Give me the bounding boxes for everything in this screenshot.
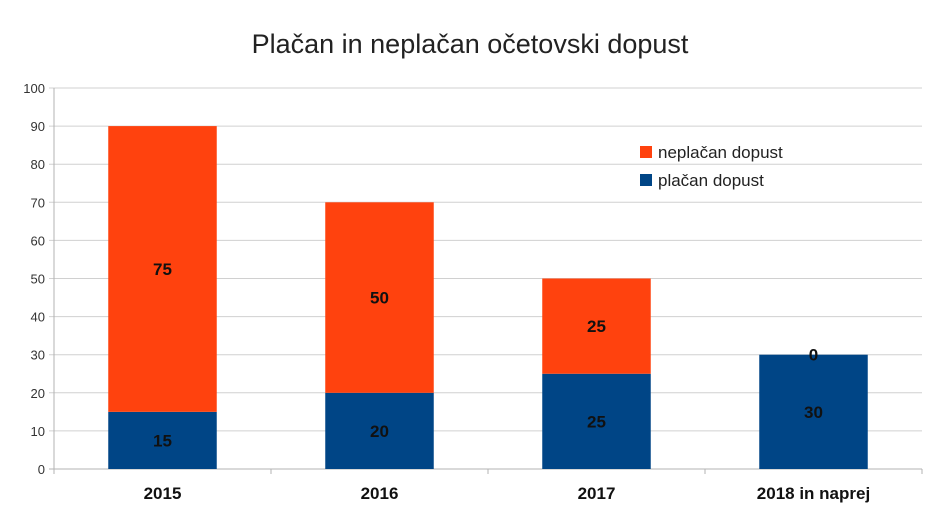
y-tick-label: 100 — [23, 81, 45, 96]
data-label: 75 — [153, 260, 172, 279]
data-label: 15 — [153, 431, 172, 450]
y-tick-label: 70 — [31, 195, 45, 210]
data-label: 50 — [370, 289, 389, 308]
x-tick-label: 2015 — [144, 484, 182, 503]
y-tick-label: 40 — [31, 310, 45, 325]
y-tick-label: 50 — [31, 272, 45, 287]
legend-label: plačan dopust — [658, 171, 764, 190]
y-tick-label: 60 — [31, 233, 45, 248]
bar-segment — [108, 411, 217, 469]
legend-swatch — [640, 146, 652, 158]
x-tick-label: 2017 — [578, 484, 616, 503]
bar-segment — [759, 354, 868, 469]
legend: neplačan dopust plačan dopust — [640, 143, 783, 190]
bar-segment — [108, 126, 217, 412]
data-label: 25 — [587, 317, 606, 336]
y-tick-label: 10 — [31, 424, 45, 439]
y-tick-label: 0 — [38, 462, 45, 477]
y-tick-label: 30 — [31, 348, 45, 363]
y-tick-label: 80 — [31, 157, 45, 172]
y-tick-label: 90 — [31, 119, 45, 134]
bar-segment — [325, 392, 434, 469]
legend-label: neplačan dopust — [658, 143, 783, 162]
bar-segment — [542, 278, 651, 374]
bars: 15 75 2015 20 50 2016 25 25 2017 30 0 2018 in napre… — [108, 126, 923, 503]
bar-segment — [542, 373, 651, 469]
data-label: 30 — [804, 403, 823, 422]
x-tick-label: 2018 in naprej — [757, 484, 870, 503]
bar-segment — [325, 202, 434, 393]
x-tick-label: 2016 — [361, 484, 399, 503]
y-tick-label: 20 — [31, 386, 45, 401]
legend-swatch — [640, 174, 652, 186]
chart-title: Plačan in neplačan očetovski dopust — [252, 29, 689, 59]
data-label: 0 — [809, 346, 818, 365]
data-label: 20 — [370, 422, 389, 441]
data-label: 25 — [587, 412, 606, 431]
